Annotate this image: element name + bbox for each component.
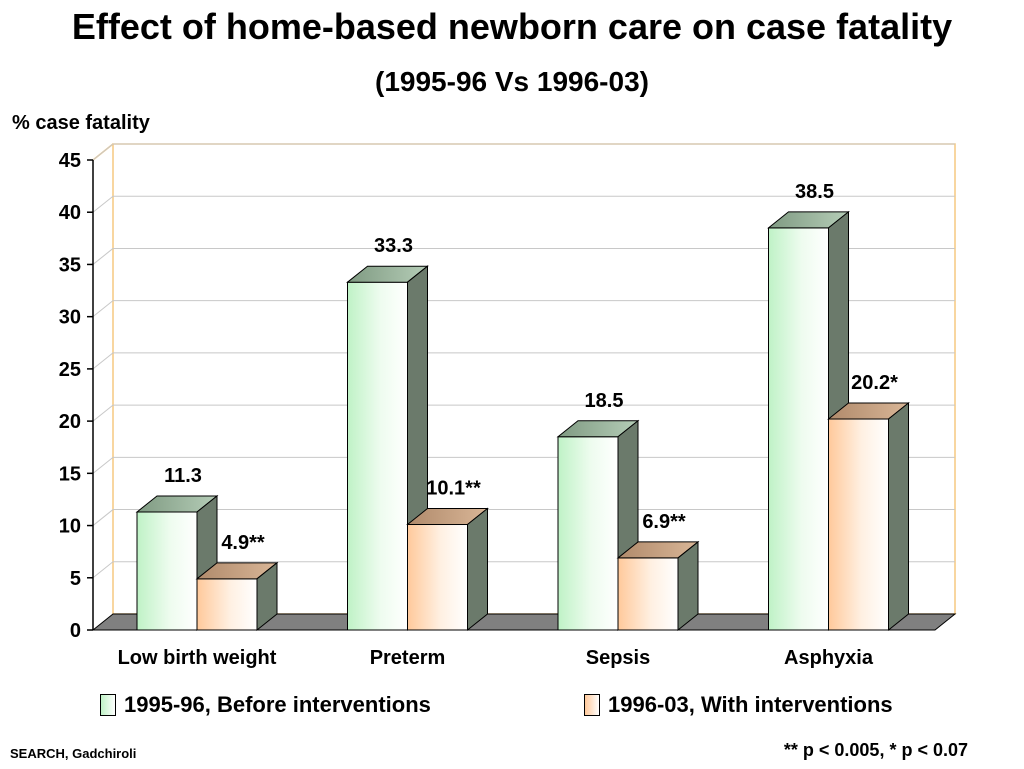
y-tick-label: 20 xyxy=(59,411,81,433)
gridline-side xyxy=(92,300,114,318)
y-tick-label: 10 xyxy=(59,516,81,538)
y-tick-label: 0 xyxy=(70,620,81,642)
bar-before-front xyxy=(557,436,619,631)
y-tick-label: 25 xyxy=(59,359,81,381)
y-tick-label: 30 xyxy=(59,307,81,329)
bar-with-front xyxy=(617,557,679,631)
y-tick-label: 35 xyxy=(59,254,81,276)
data-label-before: 33.3 xyxy=(374,235,413,257)
legend-swatch-before xyxy=(100,694,116,716)
bar-with-front xyxy=(196,578,258,631)
bar-with-front xyxy=(828,418,889,631)
bar-before-front xyxy=(768,227,829,631)
y-tick-label: 15 xyxy=(59,463,81,485)
gridline-side xyxy=(92,509,114,526)
gridline-side xyxy=(92,404,114,422)
legend-label-before: 1995-96, Before interventions xyxy=(124,692,431,717)
y-tick-label: 45 xyxy=(59,150,81,172)
x-category-label: Sepsis xyxy=(586,647,650,669)
x-category-label: Low birth weight xyxy=(118,647,277,669)
bar-before-front xyxy=(347,281,408,631)
source-credit: SEARCH, Gadchiroli xyxy=(10,746,137,761)
bar-with-side xyxy=(888,401,909,632)
significance-footnote: ** p < 0.005, * p < 0.07 xyxy=(783,740,968,760)
gridline-side xyxy=(92,456,114,474)
chart-subtitle: (1995-96 Vs 1996-03) xyxy=(375,66,649,97)
gridline-side xyxy=(92,561,114,579)
legend-item-before: 1995-96, Before interventions xyxy=(100,692,431,718)
data-label-with: 6.9** xyxy=(642,511,686,533)
legend-swatch-with xyxy=(584,694,600,716)
data-label-with: 20.2* xyxy=(851,372,898,394)
x-category-label: Preterm xyxy=(370,647,446,669)
x-category-label: Asphyxia xyxy=(784,647,874,669)
gridline-side xyxy=(92,195,114,213)
bar-with-front xyxy=(407,524,468,631)
data-label-before: 11.3 xyxy=(164,465,202,487)
gridline-side xyxy=(92,352,114,370)
y-axis-label: % case fatality xyxy=(12,112,150,134)
data-label-before: 18.5 xyxy=(585,390,624,412)
legend-item-with: 1996-03, With interventions xyxy=(584,692,893,718)
bar-with-side xyxy=(677,540,699,632)
gridline-side xyxy=(92,248,114,265)
bar-with-side xyxy=(467,507,488,632)
y-tick-label: 40 xyxy=(59,202,81,224)
data-label-with: 4.9** xyxy=(221,532,265,554)
bar-with-side xyxy=(256,561,278,632)
chart-title: Effect of home-based newborn care on cas… xyxy=(71,6,953,47)
data-label-before: 38.5 xyxy=(795,181,834,203)
data-label-with: 10.1** xyxy=(426,478,481,500)
y-tick-label: 5 xyxy=(70,568,81,590)
bar-before-front xyxy=(136,511,198,631)
gridline-side xyxy=(92,143,114,161)
legend-label-with: 1996-03, With interventions xyxy=(608,692,893,717)
